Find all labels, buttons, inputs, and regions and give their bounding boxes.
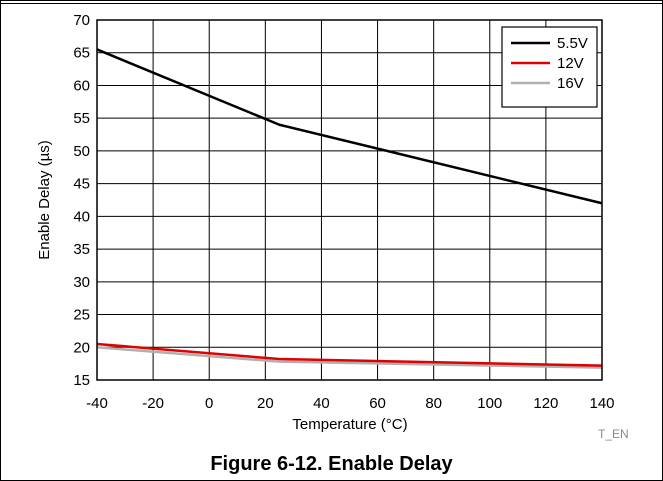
x-tick-label: 40 xyxy=(313,395,330,412)
x-tick-label: 80 xyxy=(425,395,442,412)
series-line-16v xyxy=(96,346,603,369)
x-tick-label: 100 xyxy=(477,395,502,412)
series-line-5-5v xyxy=(96,48,603,205)
y-tick-label: 20 xyxy=(73,339,90,356)
y-tick-label: 60 xyxy=(73,77,90,94)
figure-caption: Figure 6-12. Enable Delay xyxy=(210,453,453,475)
y-tick-label: 25 xyxy=(73,307,90,324)
y-tick-label: 55 xyxy=(73,110,90,127)
y-tick-label: 40 xyxy=(73,208,90,225)
x-tick-label: 140 xyxy=(589,395,614,412)
legend-label: 16V xyxy=(557,75,584,92)
legend-label: 12V xyxy=(557,55,584,72)
x-tick-label: -40 xyxy=(86,395,108,412)
top-divider xyxy=(0,3,663,4)
x-tick-label: 0 xyxy=(205,395,213,412)
x-axis-label: Temperature (°C) xyxy=(292,416,407,433)
y-tick-label: 45 xyxy=(73,176,90,193)
series-lines xyxy=(96,48,603,369)
legend-label: 5.5V xyxy=(557,35,588,52)
y-tick-label: 70 xyxy=(73,12,90,29)
plot-border xyxy=(96,19,603,381)
legend-box xyxy=(501,26,598,108)
x-tick-label: 60 xyxy=(369,395,386,412)
y-tick-label: 65 xyxy=(73,45,90,62)
y-tick-labels: 15 20 25 30 35 40 45 50 55 60 65 70 xyxy=(73,12,90,389)
series-line-12v xyxy=(96,342,603,367)
x-tick-labels: -40 -20 0 20 40 60 80 100 120 140 xyxy=(86,395,614,412)
x-tick-label: 120 xyxy=(533,395,558,412)
y-axis-label: Enable Delay (µs) xyxy=(36,140,53,260)
x-tick-label: 20 xyxy=(257,395,274,412)
y-tick-label: 30 xyxy=(73,274,90,291)
legend: 5.5V 12V 16V xyxy=(501,26,598,108)
y-tick-label: 35 xyxy=(73,241,90,258)
y-tick-label: 50 xyxy=(73,143,90,160)
figure-code: T_EN xyxy=(598,427,629,441)
x-tick-label: -20 xyxy=(142,395,164,412)
y-tick-label: 15 xyxy=(73,372,90,389)
